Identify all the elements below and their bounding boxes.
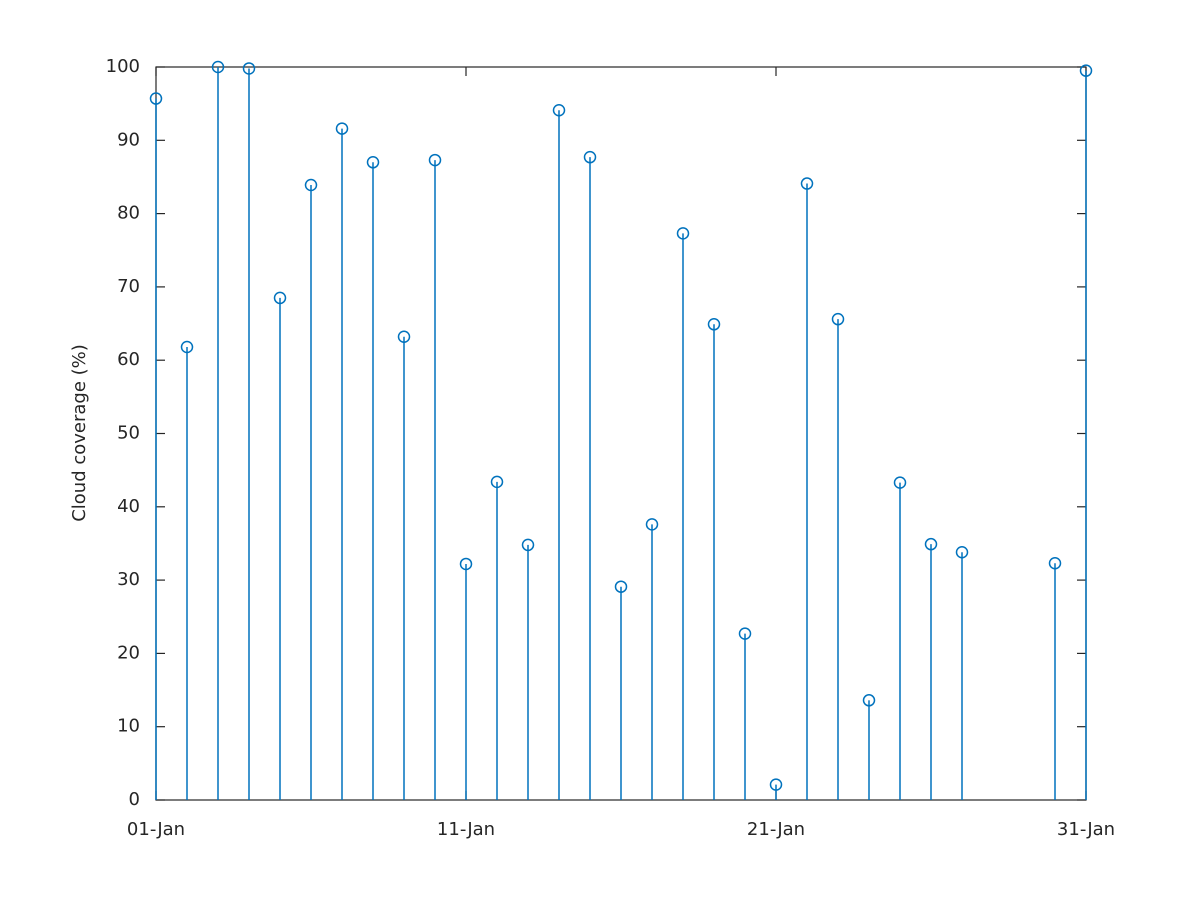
stem-marker bbox=[180, 340, 194, 354]
stem-marker bbox=[521, 538, 535, 552]
stem-marker bbox=[955, 545, 969, 559]
stem-marker bbox=[273, 291, 287, 305]
y-tick-label: 0 bbox=[129, 789, 140, 810]
x-tick-label: 01-Jan bbox=[127, 819, 185, 840]
stem-marker bbox=[676, 227, 690, 240]
stem-marker bbox=[707, 318, 721, 331]
stem-marker bbox=[924, 537, 938, 551]
y-axis-label: Cloud coverage (%) bbox=[69, 344, 90, 522]
stem-marker bbox=[428, 153, 442, 167]
stem-marker bbox=[769, 778, 783, 791]
y-tick-label: 50 bbox=[117, 423, 140, 444]
y-tick-label: 80 bbox=[117, 203, 140, 224]
stem-marker bbox=[583, 150, 597, 164]
stem-marker bbox=[490, 475, 504, 489]
stem-marker bbox=[366, 156, 380, 169]
stem-marker bbox=[614, 580, 628, 593]
stem-marker bbox=[645, 518, 659, 531]
stem-marker bbox=[1048, 556, 1062, 570]
stem-marker bbox=[304, 178, 318, 192]
stem-marker bbox=[831, 312, 845, 326]
stem-marker bbox=[149, 92, 163, 105]
y-tick-label: 20 bbox=[117, 642, 140, 663]
x-tick-label: 21-Jan bbox=[747, 819, 805, 840]
y-tick-label: 40 bbox=[117, 496, 140, 517]
stem-marker bbox=[242, 62, 256, 75]
y-tick-label: 90 bbox=[117, 129, 140, 150]
x-tick-label: 31-Jan bbox=[1057, 819, 1115, 840]
stem-marker bbox=[335, 122, 349, 135]
stem-marker bbox=[552, 103, 566, 117]
stem-marker bbox=[1079, 64, 1093, 77]
y-tick-label: 60 bbox=[117, 349, 140, 370]
stem-marker bbox=[862, 694, 876, 707]
stem-marker bbox=[211, 60, 225, 74]
stem-marker bbox=[397, 330, 411, 343]
stem-marker bbox=[738, 627, 752, 640]
x-tick-label: 11-Jan bbox=[437, 819, 495, 840]
y-tick-label: 30 bbox=[117, 569, 140, 590]
y-tick-label: 100 bbox=[106, 56, 140, 77]
y-tick-label: 70 bbox=[117, 276, 140, 297]
stem-marker bbox=[893, 476, 907, 489]
y-tick-label: 10 bbox=[117, 716, 140, 737]
stem-marker bbox=[800, 177, 814, 190]
stem-marker bbox=[459, 557, 473, 571]
